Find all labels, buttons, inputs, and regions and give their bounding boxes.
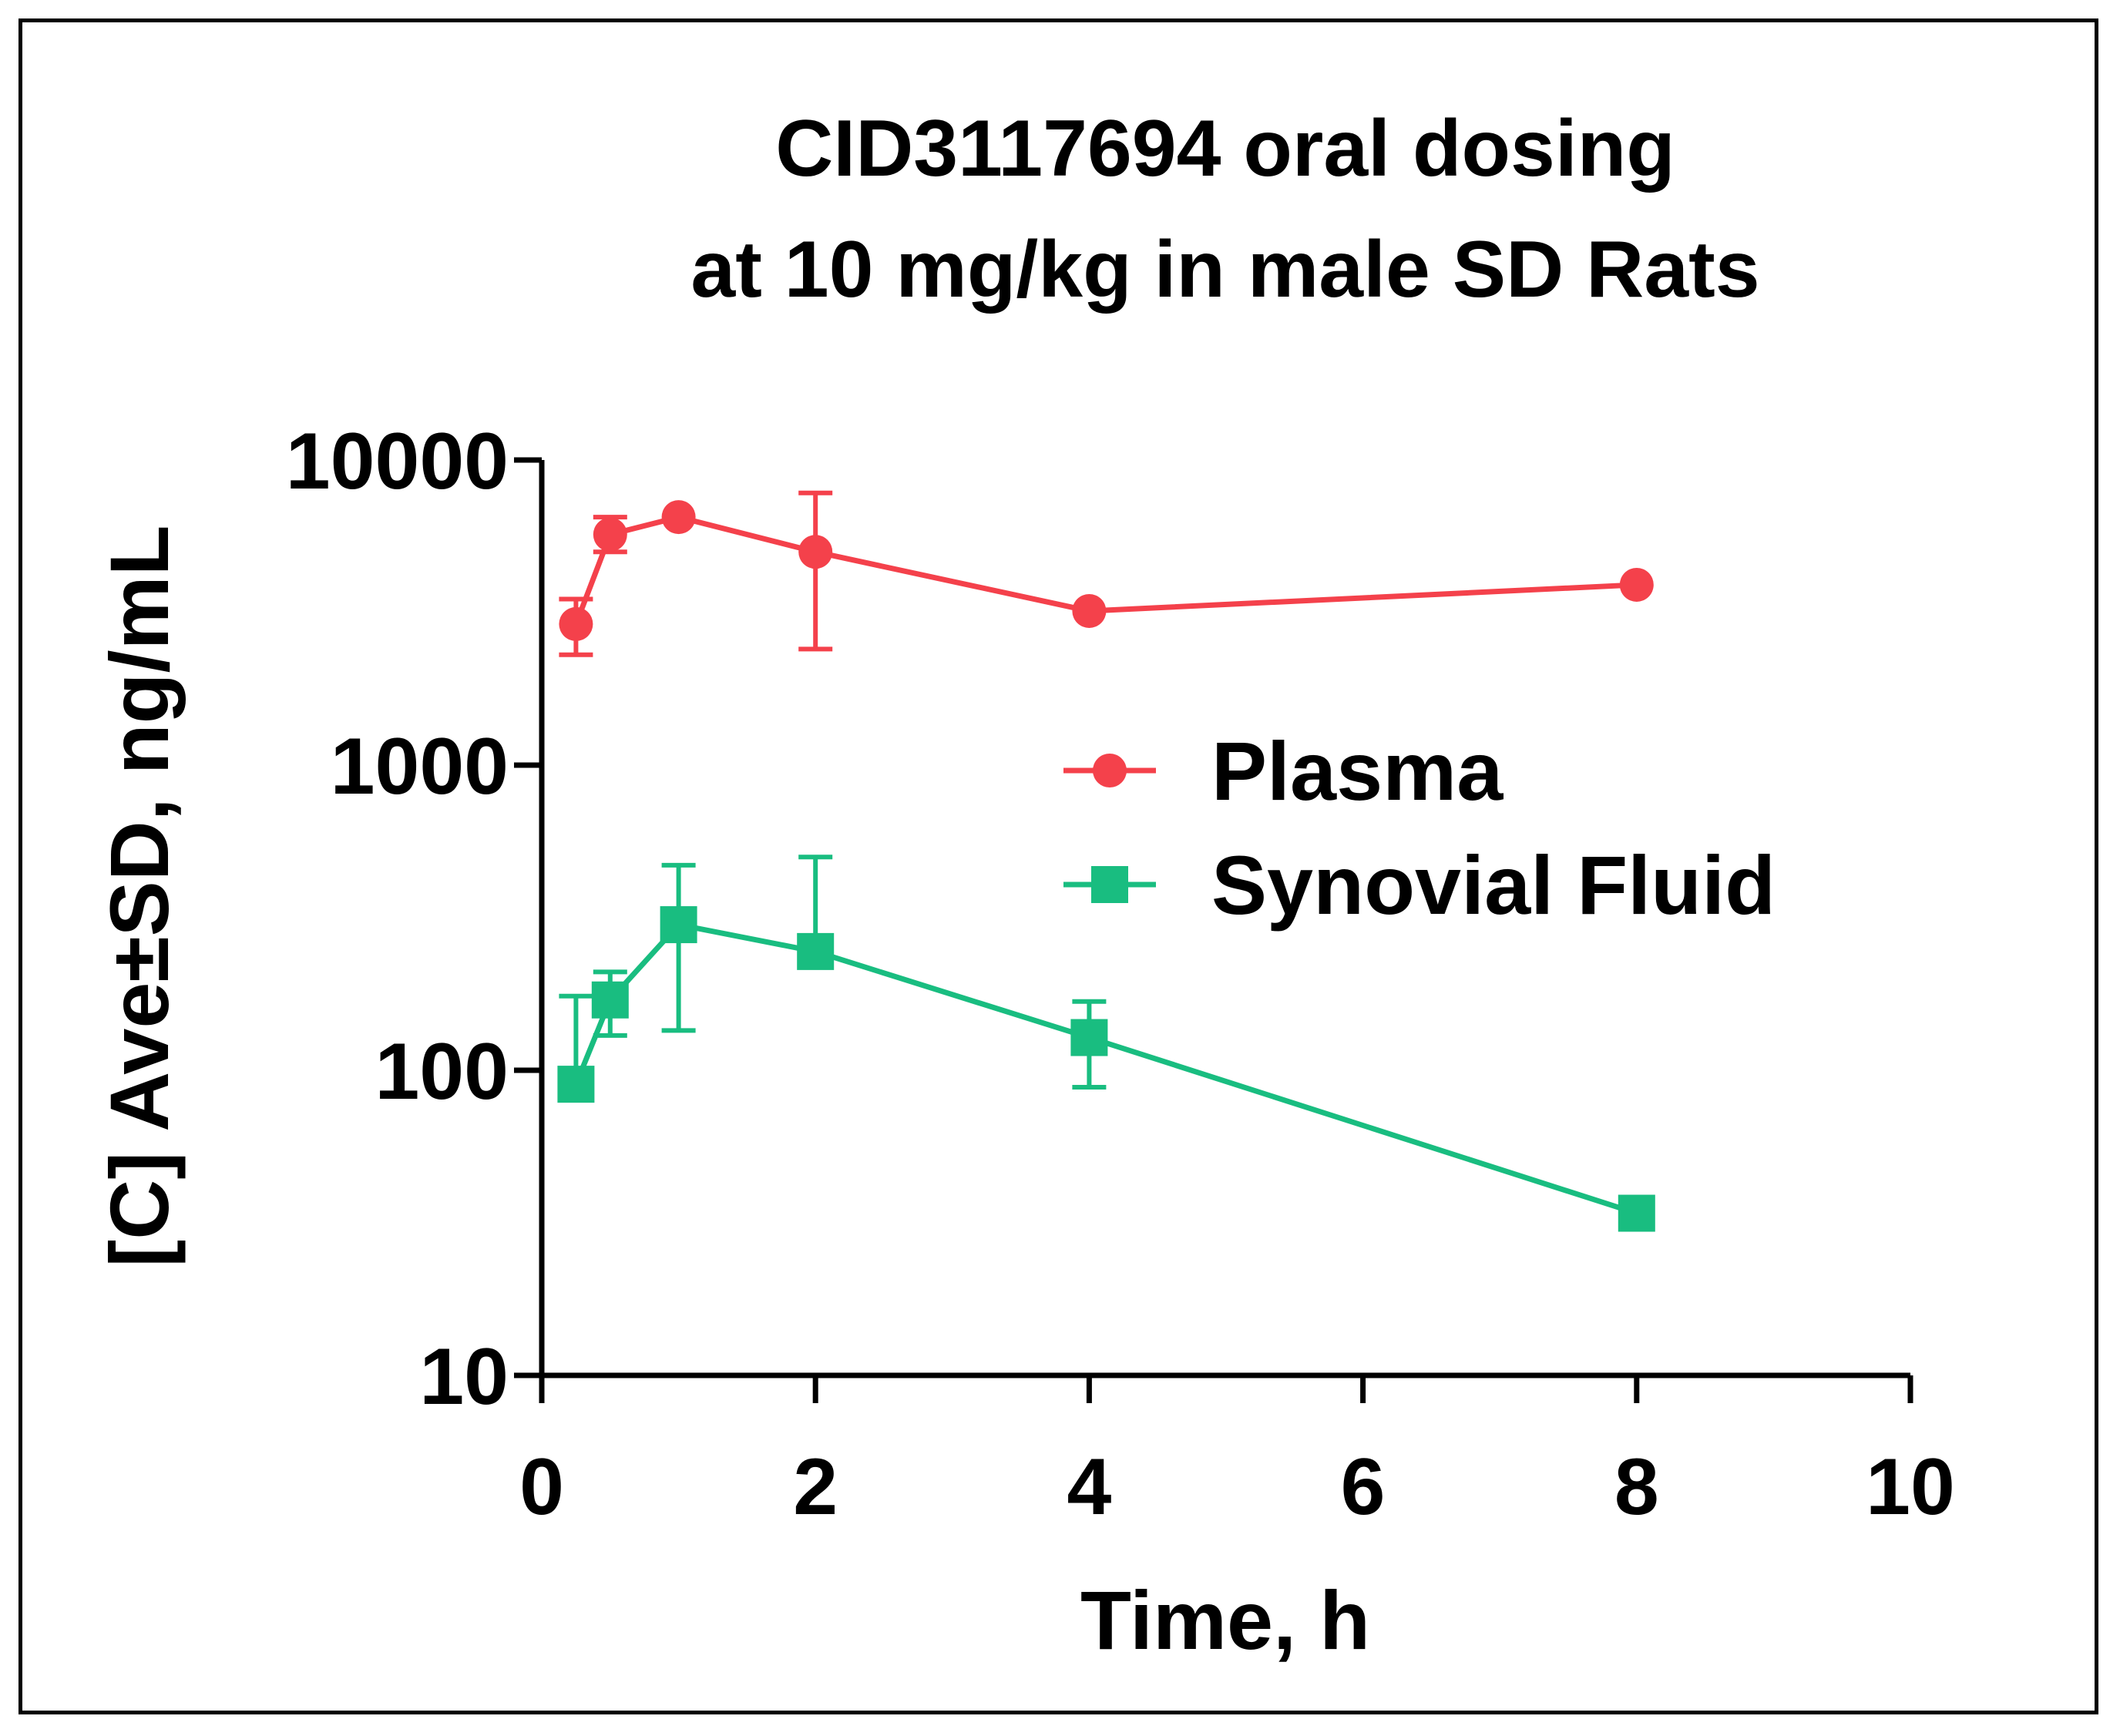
axes: 0 2 4 6 8 10 10 100 1000 10000 — [286, 417, 1955, 1532]
plot-area — [557, 490, 1655, 1232]
data-point — [661, 500, 696, 535]
data-point — [557, 1066, 595, 1103]
y-axis-label: [C] Ave±SD, ng/mL — [92, 525, 186, 1267]
data-point — [1618, 1194, 1655, 1232]
x-tick-label: 0 — [519, 1442, 564, 1532]
legend: Plasma Synovial Fluid — [1063, 724, 1776, 932]
data-point — [660, 906, 697, 944]
legend-item-synovial-fluid: Synovial Fluid — [1063, 838, 1776, 932]
x-axis-label: Time, h — [1080, 1573, 1370, 1667]
figure-frame — [18, 18, 2098, 1714]
data-point — [1072, 593, 1107, 628]
data-point — [591, 981, 629, 1019]
series-line — [573, 514, 1637, 626]
y-tick-label: 10 — [419, 1332, 509, 1422]
chart-title-line-2: at 10 mg/kg in male SD Rats — [690, 225, 1759, 314]
x-tick-label: 2 — [793, 1442, 838, 1532]
series-line — [573, 922, 1638, 1216]
series-plasma — [559, 490, 1654, 657]
legend-item-plasma: Plasma — [1063, 724, 1503, 818]
x-tick-label: 10 — [1866, 1442, 1955, 1532]
data-point — [1070, 1019, 1108, 1056]
data-point — [798, 535, 833, 569]
y-tick-label: 10000 — [286, 417, 509, 506]
x-tick-label: 6 — [1341, 1442, 1386, 1532]
y-tick-label: 100 — [375, 1027, 509, 1116]
data-point — [593, 517, 627, 552]
data-point — [797, 932, 835, 970]
legend-label: Synovial Fluid — [1211, 838, 1776, 932]
legend-label: Plasma — [1211, 724, 1503, 818]
data-point — [559, 606, 593, 641]
x-tick-label: 8 — [1614, 1442, 1659, 1532]
data-point — [1619, 567, 1654, 602]
series-synovial-fluid — [557, 855, 1655, 1232]
legend-marker — [1093, 754, 1127, 787]
y-tick-label: 1000 — [331, 722, 509, 811]
legend-marker — [1091, 866, 1128, 903]
x-tick-label: 4 — [1067, 1442, 1111, 1532]
chart-title-line-1: CID3117694 oral dosing — [775, 104, 1675, 193]
